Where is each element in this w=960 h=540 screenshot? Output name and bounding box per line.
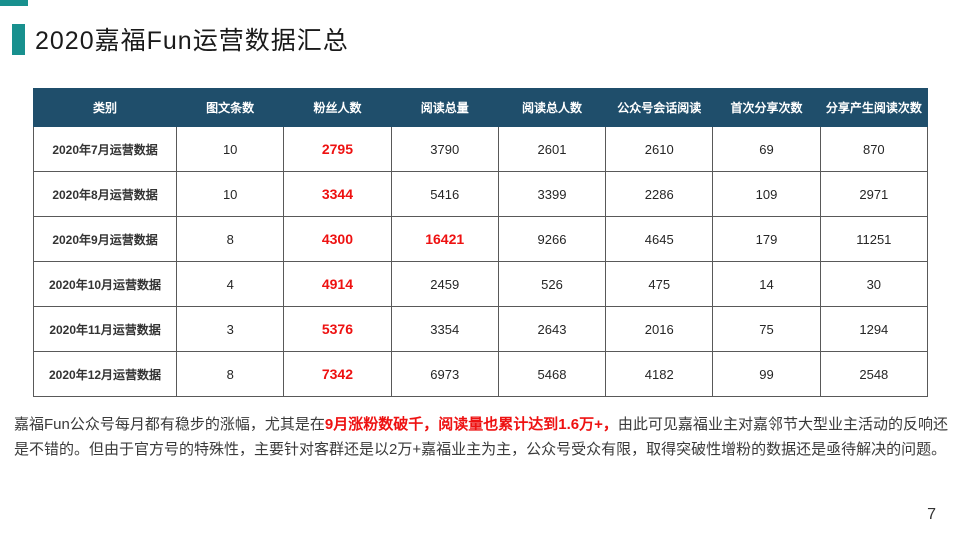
- table-cell: 5468: [497, 351, 607, 397]
- table-cell: 526: [497, 261, 607, 307]
- table-row: 2020年8月运营数据 10 3344 5416 3399 2286 109 2971: [32, 171, 929, 217]
- row-category: 2020年8月运营数据: [32, 171, 178, 217]
- data-table: 类别 图文条数 粉丝人数 阅读总量 阅读总人数 公众号会话阅读 首次分享次数 分享产生阅读次数…: [32, 88, 929, 397]
- table-cell: 7342: [283, 351, 392, 397]
- table-body: 2020年7月运营数据 10 2795 3790 2601 2610 69 870 2020年8…: [32, 126, 929, 397]
- table-cell: 3790: [390, 126, 499, 172]
- page-title: 2020嘉福Fun运营数据汇总: [35, 27, 349, 55]
- table-cell: 2016: [605, 306, 714, 352]
- table-cell: 2643: [497, 306, 607, 352]
- row-category: 2020年11月运营数据: [32, 306, 178, 352]
- column-header: 阅读总量: [390, 88, 499, 127]
- table-cell: 10: [176, 126, 285, 172]
- table-row: 2020年7月运营数据 10 2795 3790 2601 2610 69 870: [32, 126, 929, 172]
- table-cell: 8: [176, 351, 285, 397]
- table-cell: 11251: [819, 216, 929, 262]
- row-category: 2020年7月运营数据: [32, 126, 178, 172]
- table-cell: 4645: [605, 216, 714, 262]
- column-header: 类别: [32, 88, 178, 127]
- table-row: 2020年11月运营数据 3 5376 3354 2643 2016 75 1294: [32, 306, 929, 352]
- column-header: 首次分享次数: [712, 88, 821, 127]
- table-cell: 4182: [605, 351, 714, 397]
- summary-post: 由此可见嘉福业主对嘉邻节大型业主活动的反响还是不错的。但由于官方号的特殊性，主要…: [14, 416, 948, 458]
- row-category: 2020年9月运营数据: [32, 216, 178, 262]
- table-cell: 179: [712, 216, 821, 262]
- table-cell: 75: [712, 306, 821, 352]
- table-cell: 30: [819, 261, 929, 307]
- table-cell: 3344: [283, 171, 392, 217]
- column-header: 分享产生阅读次数: [819, 88, 929, 127]
- table-cell: 4300: [283, 216, 392, 262]
- summary-pre: 嘉福Fun公众号每月都有稳步的涨幅，尤其是在: [14, 416, 325, 433]
- table-cell: 2459: [390, 261, 499, 307]
- table-cell: 8: [176, 216, 285, 262]
- summary-text: 嘉福Fun公众号每月都有稳步的涨幅，尤其是在9月涨粉数破千，阅读量也累计达到1.…: [14, 412, 948, 462]
- table-cell: 69: [712, 126, 821, 172]
- column-header: 公众号会话阅读: [605, 88, 714, 127]
- table-cell: 2971: [819, 171, 929, 217]
- table-cell: 9266: [497, 216, 607, 262]
- column-header: 粉丝人数: [283, 88, 392, 127]
- table-cell: 3: [176, 306, 285, 352]
- table-cell: 4: [176, 261, 285, 307]
- row-category: 2020年12月运营数据: [32, 351, 178, 397]
- title-accent-bar: [12, 23, 25, 55]
- table-cell: 870: [819, 126, 929, 172]
- table-cell: 2548: [819, 351, 929, 397]
- table-cell: 2286: [605, 171, 714, 217]
- table-cell: 14: [712, 261, 821, 307]
- top-accent-bar: [0, 0, 28, 6]
- table-cell: 475: [605, 261, 714, 307]
- table-cell: 2601: [497, 126, 607, 172]
- table-cell: 10: [176, 171, 285, 217]
- page-number: 7: [927, 506, 936, 523]
- row-category: 2020年10月运营数据: [32, 261, 178, 307]
- table-cell: 99: [712, 351, 821, 397]
- table-cell: 3399: [497, 171, 607, 217]
- table-row: 2020年10月运营数据 4 4914 2459 526 475 14 30: [32, 261, 929, 307]
- summary-highlight: 9月涨粉数破千，阅读量也累计达到1.6万+，: [324, 416, 618, 433]
- table-cell: 4914: [283, 261, 392, 307]
- table-cell: 5376: [283, 306, 392, 352]
- table-row: 2020年12月运营数据 8 7342 6973 5468 4182 99 2548: [32, 351, 929, 397]
- column-header: 阅读总人数: [497, 88, 607, 127]
- table-cell: 2610: [605, 126, 714, 172]
- table-cell: 6973: [390, 351, 499, 397]
- title-row: 2020嘉福Fun运营数据汇总: [12, 21, 349, 57]
- table-header-row: 类别 图文条数 粉丝人数 阅读总量 阅读总人数 公众号会话阅读 首次分享次数 分享产生阅读次数: [32, 88, 929, 127]
- table-header: 类别 图文条数 粉丝人数 阅读总量 阅读总人数 公众号会话阅读 首次分享次数 分享产生阅读次数: [32, 88, 929, 127]
- table-cell: 3354: [390, 306, 499, 352]
- table-row: 2020年9月运营数据 8 4300 16421 9266 4645 179 11251: [32, 216, 929, 262]
- table-cell: 109: [712, 171, 821, 217]
- table-cell: 2795: [283, 126, 392, 172]
- table-cell: 16421: [390, 216, 499, 262]
- column-header: 图文条数: [176, 88, 285, 127]
- table-cell: 1294: [819, 306, 929, 352]
- table-cell: 5416: [390, 171, 499, 217]
